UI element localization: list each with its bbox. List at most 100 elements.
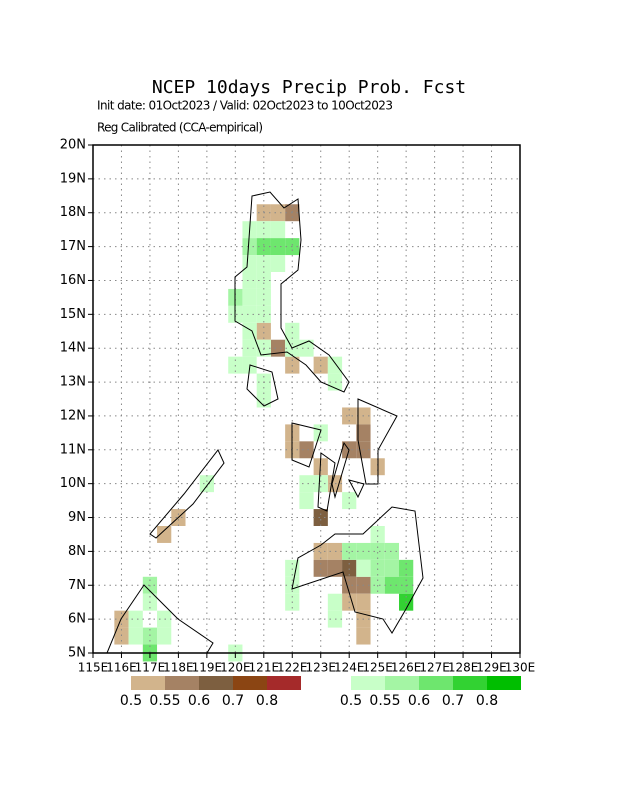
dry-cell [270, 204, 286, 222]
x-tick-label: 120E [220, 661, 251, 675]
wet-cell [342, 492, 357, 510]
dry-cell [356, 627, 371, 645]
x-tick-label: 128E [448, 661, 479, 675]
wet-cell [327, 593, 343, 611]
y-tick-label: 13N [60, 375, 86, 390]
dry-legend-swatch [199, 676, 233, 690]
dry-cell [299, 441, 314, 459]
x-tick-label: 126E [391, 661, 422, 675]
wet-cell [242, 305, 257, 323]
wet-cell [256, 221, 271, 239]
dry-cell [327, 542, 343, 560]
wet-cell [270, 221, 286, 239]
legend: 0.5 0.55 0.6 0.7 0.8 0.5 0.55 0.6 0.7 0.8 [120, 676, 521, 709]
wet-cell [327, 356, 343, 374]
dry-cell [114, 627, 129, 645]
y-tick-label: 19N [60, 171, 86, 186]
y-tick-label: 5N [68, 646, 86, 661]
wet-cell [384, 559, 400, 577]
coast-samar-leyte [357, 398, 398, 485]
dry-legend-swatch [233, 676, 267, 690]
wet-legend-label: 0.5 [340, 693, 362, 709]
wet-cell [270, 238, 286, 256]
x-tick-label: 130E [505, 661, 536, 675]
coast-borneo [106, 584, 214, 654]
coast-panay [291, 422, 322, 468]
wet-cell [199, 475, 214, 493]
coast-mindoro [246, 364, 279, 407]
y-tick-label: 18N [60, 205, 86, 220]
dry-cell [313, 559, 328, 577]
wet-cell [242, 272, 257, 289]
wet-legend-label: 0.6 [408, 693, 430, 709]
dry-cell [313, 509, 328, 526]
wet-cell [256, 255, 271, 272]
dry-cell [356, 424, 371, 442]
dry-legend-label: 0.55 [149, 693, 180, 709]
wet-cell [285, 559, 300, 577]
wet-cell [157, 627, 172, 645]
y-tick-label: 7N [68, 578, 86, 593]
wet-cell [356, 559, 371, 577]
dry-legend-label: 0.7 [222, 693, 244, 709]
wet-cell [256, 288, 271, 306]
wet-legend-swatch [419, 676, 453, 690]
coast-cebu [331, 441, 350, 499]
wet-cell [128, 627, 143, 645]
y-tick-label: 16N [60, 273, 86, 288]
wet-cell [142, 627, 158, 645]
x-tick-label: 115E [78, 661, 109, 675]
plot-frame [92, 144, 521, 654]
wet-legend-label: 0.55 [369, 693, 400, 709]
wet-cell [242, 238, 257, 256]
x-tick-label: 117E [135, 661, 166, 675]
wet-cell [313, 475, 328, 493]
dry-cell [342, 559, 357, 577]
dry-cell [327, 559, 343, 577]
y-tick-label: 8N [68, 544, 86, 559]
wet-legend-swatch [487, 676, 521, 690]
coast-luzon [234, 191, 350, 393]
wet-cell [384, 576, 400, 594]
x-tick-label: 123E [305, 661, 336, 675]
dry-legend-swatch [131, 676, 165, 690]
x-tick-label: 129E [476, 661, 507, 675]
wet-cell [128, 610, 143, 628]
title: NCEP 10days Precip Prob. Fcst [152, 77, 466, 98]
x-tick-label: 122E [277, 661, 308, 675]
y-tick-label: 9N [68, 510, 86, 525]
wet-cell [242, 339, 257, 357]
y-tick-label: 15N [60, 307, 86, 322]
y-tick-label: 17N [60, 239, 86, 254]
x-tick-label: 121E [249, 661, 280, 675]
grid: 115E116E117E118E119E120E121E122E123E124E… [60, 138, 536, 675]
y-tick-label: 11N [60, 442, 86, 457]
wet-legend-swatch [385, 676, 419, 690]
wet-legend-label: 0.7 [442, 693, 464, 709]
dry-cell [270, 339, 286, 357]
wet-legend-label: 0.8 [476, 693, 498, 709]
x-tick-label: 118E [163, 661, 194, 675]
dry-legend-label: 0.8 [256, 693, 278, 709]
wet-cell [342, 542, 357, 560]
wet-cell [270, 255, 286, 272]
wet-legend-swatch [453, 676, 487, 690]
y-tick-label: 6N [68, 612, 86, 627]
dry-legend-swatch [267, 676, 301, 690]
x-tick-label: 119E [192, 661, 223, 675]
wet-cell [399, 559, 414, 577]
wet-cell [242, 288, 257, 306]
dry-cell [157, 526, 172, 543]
dry-cell [256, 322, 271, 340]
wet-cell [370, 559, 385, 577]
subtitle: Init date: 01Oct2023 / Valid: 02Oct2023 … [97, 99, 393, 113]
dry-cell [356, 593, 371, 611]
wet-cell [384, 542, 400, 560]
y-tick-label: 20N [60, 138, 86, 153]
wet-legend-swatch [351, 676, 385, 690]
wet-cell [327, 610, 343, 628]
wet-cell [285, 322, 300, 340]
dry-legend-label: 0.5 [120, 693, 142, 709]
dry-legend-label: 0.6 [188, 693, 210, 709]
